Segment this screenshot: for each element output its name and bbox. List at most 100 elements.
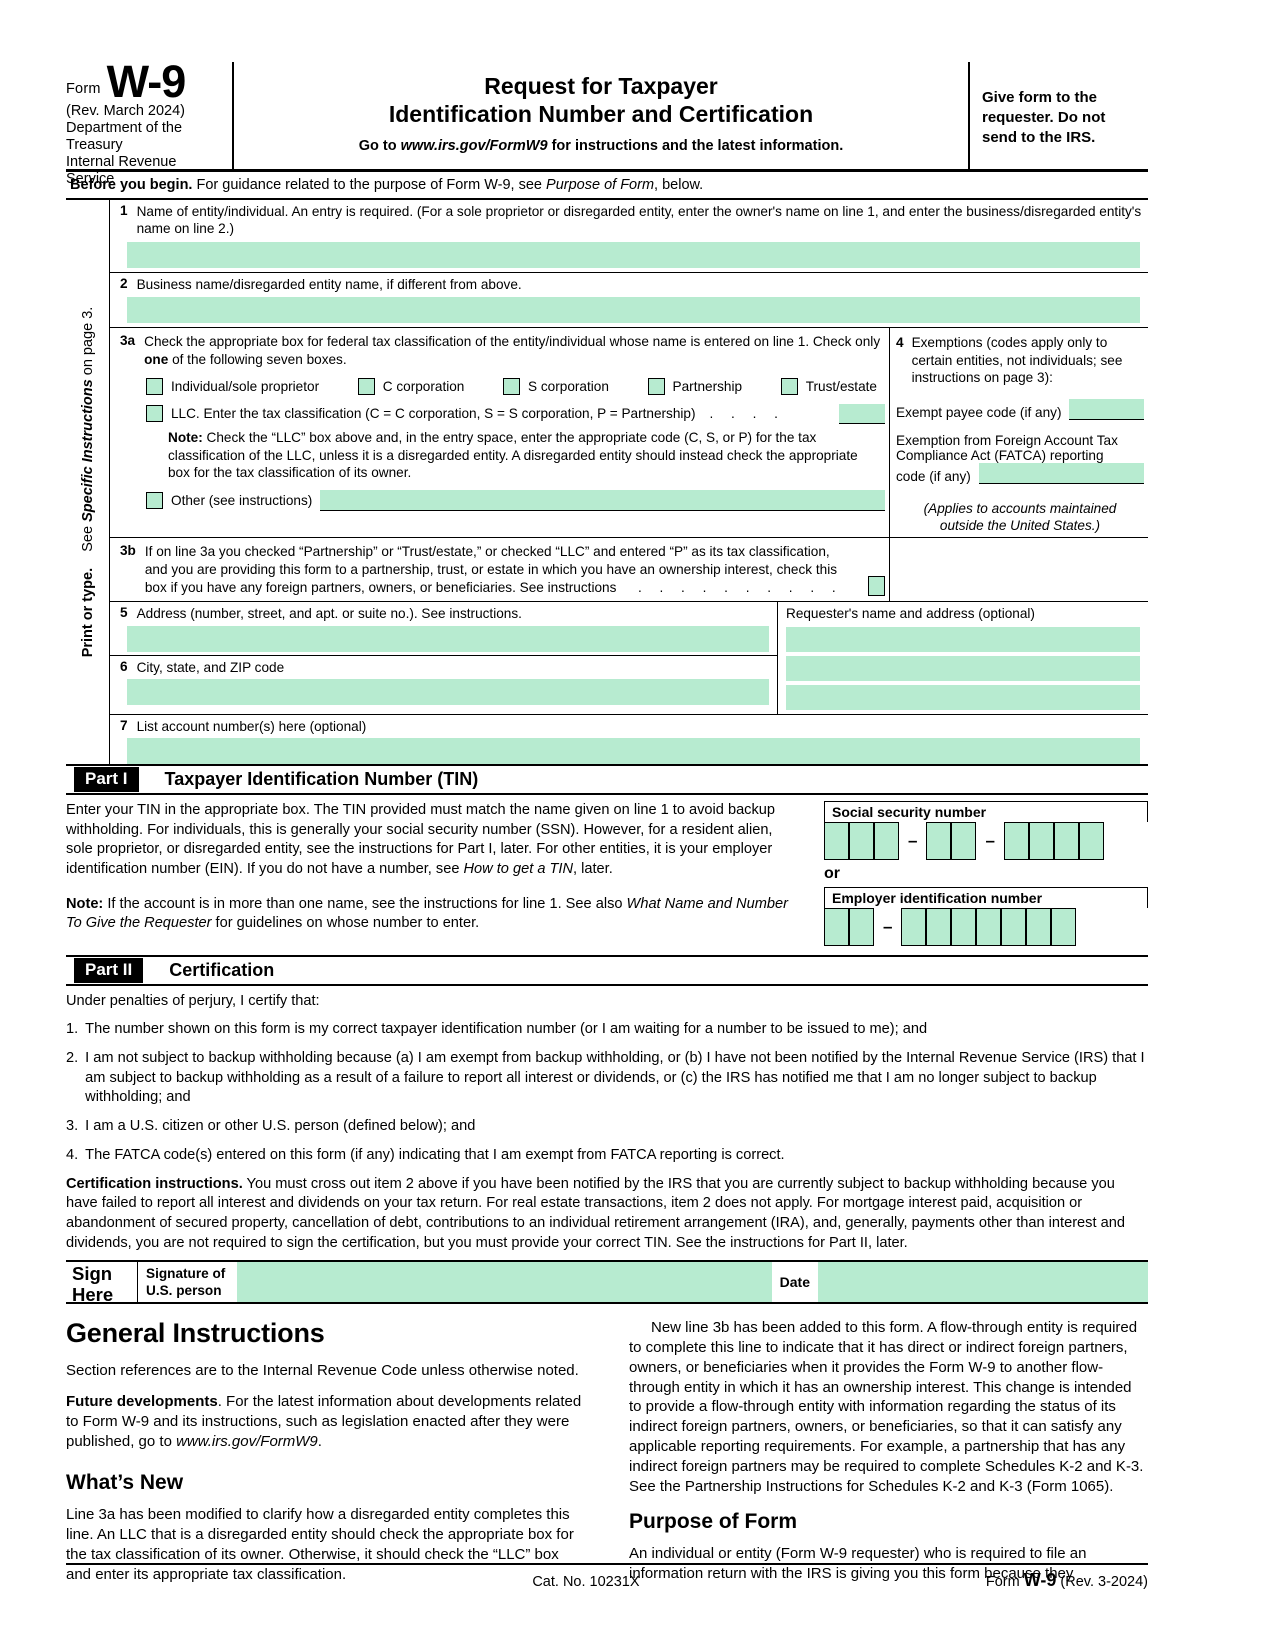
checkbox-s-corporation[interactable]	[503, 377, 521, 395]
sign-here-label: Sign Here	[66, 1262, 138, 1305]
address-and-requester-row: 5 Address (number, street, and apt. or s…	[110, 601, 1148, 714]
give-form-line-3: send to the IRS.	[982, 128, 1096, 146]
purpose-of-form-reference: Purpose of Form	[546, 177, 655, 193]
signature-input[interactable]	[237, 1262, 772, 1303]
future-developments-paragraph: Future developments. For the latest info…	[66, 1392, 585, 1451]
future-developments-text-a: . For the latest information about devel…	[66, 1393, 582, 1450]
line-5-head: 5 Address (number, street, and apt. or s…	[110, 605, 777, 622]
line-7-number: 7	[120, 717, 128, 733]
checkbox-foreign-partners[interactable]	[868, 576, 885, 597]
requester-address-input-line-1[interactable]	[786, 626, 1140, 652]
line-6-label: City, state, and ZIP code	[136, 659, 285, 675]
fatca-label-line-3: code (if any)	[896, 469, 971, 485]
form-rows: 1 Name of entity/individual. An entry is…	[110, 200, 1148, 765]
applies-line-2: outside the United States.)	[939, 518, 1101, 534]
ein-input-group: –	[824, 907, 1148, 946]
form-identifier: Form W-9	[66, 56, 226, 107]
line-3a-label-bold: one	[144, 351, 169, 367]
ein-digit-9[interactable]	[1051, 907, 1077, 946]
fatca-code-input[interactable]	[978, 463, 1144, 485]
signature-label-line-2: U.S. person	[146, 1283, 222, 1299]
issuing-department: Department of the Treasury Internal Reve…	[66, 120, 226, 188]
instructions-section: General Instructions Section references …	[66, 1318, 1148, 1595]
purpose-of-form-paragraph: An individual or entity (Form W-9 reques…	[629, 1545, 1087, 1583]
sidebar-see-prefix: See	[79, 521, 96, 552]
line-3a-block: 3a Check the appropriate box for federal…	[110, 328, 890, 538]
ssn-digit-3[interactable]	[874, 821, 899, 860]
ssn-label: Social security number	[824, 800, 1148, 822]
department-line-2: Internal Revenue Service	[66, 153, 177, 187]
llc-checkbox-row: LLC. Enter the tax classification (C = C…	[110, 403, 889, 424]
line-1-row: 1 Name of entity/individual. An entry is…	[110, 200, 1148, 273]
ssn-digit-4[interactable]	[926, 821, 952, 860]
exempt-payee-code-label: Exempt payee code (if any)	[896, 405, 1062, 421]
date-input[interactable]	[818, 1262, 1148, 1303]
whats-new-paragraph: Line 3a has been modified to clarify how…	[66, 1506, 574, 1583]
checkbox-other[interactable]	[146, 491, 163, 509]
ein-digit-2[interactable]	[849, 907, 874, 946]
ssn-digit-2[interactable]	[849, 821, 874, 860]
before-you-begin-text-b: , below.	[654, 177, 704, 193]
what-name-number-ref: What Name and Number To Give the Request…	[66, 895, 788, 932]
line-2-label: Business name/disregarded entity name, i…	[136, 276, 522, 292]
line-3b-body: If on line 3a you checked “Partnership” …	[144, 544, 838, 595]
form-number-title: W-9	[106, 56, 187, 107]
ein-digit-3[interactable]	[901, 907, 927, 946]
ssn-digit-5[interactable]	[951, 821, 977, 860]
ein-digit-7[interactable]	[1001, 907, 1027, 946]
ssn-digit-8[interactable]	[1053, 821, 1079, 860]
ssn-digit-1[interactable]	[824, 821, 849, 860]
llc-note-bold: Note:	[168, 429, 203, 445]
line-7-row: 7 List account number(s) here (optional)	[110, 713, 1148, 765]
line-7-head: 7 List account number(s) here (optional)	[110, 718, 1148, 735]
line-6-city-state-zip-input[interactable]	[127, 679, 769, 706]
give-form-line-2: requester. Do not	[982, 108, 1106, 126]
footer-form-identifier: Form W-9 (Rev. 3-2024)	[986, 1570, 1148, 1591]
requester-address-input-line-3[interactable]	[786, 684, 1140, 710]
checkbox-c-corporation[interactable]	[357, 377, 375, 395]
certification-item: 1. The number shown on this form is my c…	[66, 1020, 1148, 1040]
sidebar-page-ref: on page 3.	[79, 306, 96, 380]
ein-digit-4[interactable]	[926, 907, 952, 946]
ssn-digit-6[interactable]	[1003, 821, 1029, 860]
line-4-exemptions-block: 4 Exemptions (codes apply only to certai…	[890, 328, 1148, 537]
vertical-sidebar: Print or type. See Specific Instructions…	[66, 200, 110, 765]
certification-item-text: The FATCA code(s) entered on this form (…	[85, 1146, 785, 1163]
part-2-bar: Part II Certification	[66, 954, 1148, 986]
exempt-payee-code-input[interactable]	[1069, 399, 1144, 421]
requester-address-input-line-2[interactable]	[786, 655, 1140, 681]
department-line-1: Department of the Treasury	[66, 119, 183, 153]
ssn-digit-7[interactable]	[1028, 821, 1054, 860]
checkbox-individual-sole-proprietor[interactable]	[146, 377, 163, 395]
part-1-para-b: , later.	[573, 860, 613, 877]
certification-item-text: I am not subject to backup withholding b…	[85, 1050, 1145, 1106]
line-5-label: Address (number, street, and apt. or sui…	[136, 606, 522, 622]
line-5-address-input[interactable]	[127, 625, 769, 652]
line-1-name-input[interactable]	[127, 241, 1140, 268]
line-2-business-name-input[interactable]	[127, 297, 1140, 324]
other-classification-input[interactable]	[320, 489, 885, 511]
checkbox-partnership[interactable]	[647, 377, 665, 395]
sidebar-specific-instructions: Specific Instructions	[79, 379, 96, 522]
llc-tax-classification-input[interactable]	[838, 403, 885, 424]
future-developments-bold: Future developments	[66, 1393, 218, 1411]
line-6-head: 6 City, state, and ZIP code	[110, 659, 777, 676]
line-3b-leader-dots: . . . . . . . . . .	[637, 579, 843, 595]
form-revision-date: (Rev. March 2024)	[66, 102, 185, 119]
future-developments-url[interactable]: www.irs.gov/FormW9	[176, 1432, 318, 1450]
line-7-account-numbers-input[interactable]	[127, 738, 1140, 765]
certification-item-number: 3.	[66, 1118, 79, 1135]
line-3b-row: 3b If on line 3a you checked “Partnershi…	[110, 537, 1148, 602]
ein-digit-8[interactable]	[1026, 907, 1052, 946]
ein-digit-6[interactable]	[976, 907, 1002, 946]
other-checkbox-row: Other (see instructions)	[110, 489, 889, 511]
form-title-line-1: Request for Taxpayer	[484, 73, 718, 99]
ein-digit-1[interactable]	[824, 907, 849, 946]
ssn-digit-9[interactable]	[1078, 821, 1104, 860]
irs-website-line: Go to www.irs.gov/FormW9 for instruction…	[234, 138, 968, 154]
checkbox-trust-estate[interactable]	[780, 377, 798, 395]
ein-digit-5[interactable]	[951, 907, 977, 946]
form-footer: Cat. No. 10231X Form W-9 (Rev. 3-2024)	[66, 1563, 1148, 1591]
checkbox-llc[interactable]	[146, 405, 163, 423]
irs-url[interactable]: www.irs.gov/FormW9	[400, 138, 548, 155]
